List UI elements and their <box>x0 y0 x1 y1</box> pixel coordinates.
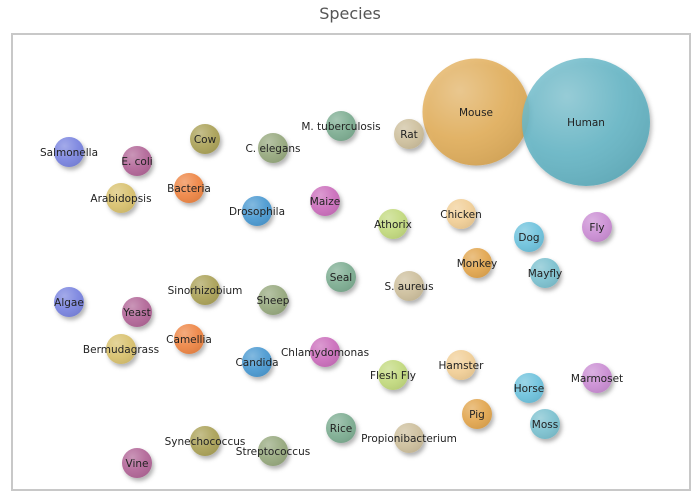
bubble-label: Algae <box>54 297 84 309</box>
bubble-label: Streptococcus <box>236 446 310 458</box>
bubble-rat[interactable]: Rat <box>394 119 424 149</box>
bubble-label: Drosophila <box>229 206 285 218</box>
bubble-label: Candida <box>235 357 278 369</box>
bubble-label: Salmonella <box>40 147 98 159</box>
bubble-label: M. tuberculosis <box>301 121 380 133</box>
bubble-athorix[interactable]: Athorix <box>374 209 412 239</box>
bubble-c-elegans[interactable]: C. elegans <box>245 133 301 163</box>
bubble-label: Fly <box>589 222 604 234</box>
bubble-hamster[interactable]: Hamster <box>439 350 485 380</box>
bubble-pig[interactable]: Pig <box>462 399 492 429</box>
bubble-rice[interactable]: Rice <box>326 413 356 443</box>
bubble-bermudagrass[interactable]: Bermudagrass <box>83 334 159 364</box>
bubble-label: S. aureus <box>384 281 433 293</box>
chart-title: Species <box>319 4 381 23</box>
bubble-label: Rice <box>330 423 352 435</box>
bubble-label: Bacteria <box>167 183 211 195</box>
bubble-marmoset[interactable]: Marmoset <box>571 363 623 393</box>
bubble-label: Moss <box>532 419 558 431</box>
bubble-arabidopsis[interactable]: Arabidopsis <box>90 183 152 213</box>
bubble-monkey[interactable]: Monkey <box>457 248 498 278</box>
bubble-label: Athorix <box>374 219 412 231</box>
bubble-flesh-fly[interactable]: Flesh Fly <box>370 360 416 390</box>
bubble-label: Flesh Fly <box>370 370 416 382</box>
bubble-vine[interactable]: Vine <box>122 448 152 478</box>
bubble-salmonella[interactable]: Salmonella <box>40 137 98 167</box>
bubble-sinorhizobium[interactable]: Sinorhizobium <box>168 275 243 305</box>
bubble-bacteria[interactable]: Bacteria <box>167 173 211 203</box>
bubble-streptococcus[interactable]: Streptococcus <box>236 436 310 466</box>
bubble-label: Sheep <box>257 295 290 307</box>
bubble-label: Arabidopsis <box>90 193 151 205</box>
bubble-label: Rat <box>400 129 418 141</box>
bubble-label: E. coli <box>121 156 152 168</box>
bubble-chicken[interactable]: Chicken <box>440 199 482 229</box>
bubble-s-aureus[interactable]: S. aureus <box>384 271 434 301</box>
bubble-drosophila[interactable]: Drosophila <box>229 196 285 226</box>
bubble-label: Chlamydomonas <box>281 347 369 359</box>
bubble-dog[interactable]: Dog <box>514 222 544 252</box>
bubble-seal[interactable]: Seal <box>326 262 356 292</box>
bubble-propionibacterium[interactable]: Propionibacterium <box>361 423 457 453</box>
bubble-m-tuberculosis[interactable]: M. tuberculosis <box>301 111 381 141</box>
bubble-label: Yeast <box>122 307 151 319</box>
bubble-label: Seal <box>330 272 352 284</box>
bubble-yeast[interactable]: Yeast <box>122 297 152 327</box>
bubble-label: Marmoset <box>571 373 623 385</box>
bubble-label: Propionibacterium <box>361 433 457 445</box>
bubble-candida[interactable]: Candida <box>235 347 279 377</box>
bubble-label: Maize <box>310 196 340 208</box>
bubble-label: Pig <box>469 409 485 421</box>
bubble-label: Horse <box>514 383 545 395</box>
bubble-camellia[interactable]: Camellia <box>166 324 212 354</box>
bubble-label: Monkey <box>457 258 498 270</box>
bubble-horse[interactable]: Horse <box>514 373 545 403</box>
bubble-maize[interactable]: Maize <box>310 186 340 216</box>
bubble-label: Chicken <box>440 209 482 221</box>
bubble-e-coli[interactable]: E. coli <box>121 146 153 176</box>
bubble-cow[interactable]: Cow <box>190 124 220 154</box>
bubble-chlamydomonas[interactable]: Chlamydomonas <box>281 337 369 367</box>
bubble-label: Hamster <box>439 360 485 372</box>
bubble-label: Camellia <box>166 334 212 346</box>
bubble-label: Synechococcus <box>165 436 246 448</box>
bubble-label: Vine <box>126 458 149 470</box>
bubble-label: C. elegans <box>245 143 300 155</box>
bubble-mouse[interactable]: Mouse <box>422 58 530 166</box>
bubble-label: Sinorhizobium <box>168 285 243 297</box>
bubble-label: Mouse <box>459 107 493 119</box>
bubble-sheep[interactable]: Sheep <box>257 285 290 315</box>
bubble-synechococcus[interactable]: Synechococcus <box>165 426 246 456</box>
bubble-label: Mayfly <box>528 268 563 280</box>
bubble-moss[interactable]: Moss <box>530 409 560 439</box>
bubble-label: Human <box>567 117 605 129</box>
bubble-label: Bermudagrass <box>83 344 159 356</box>
bubble-algae[interactable]: Algae <box>54 287 84 317</box>
bubble-human[interactable]: Human <box>522 58 650 186</box>
bubble-label: Dog <box>518 232 539 244</box>
bubble-mayfly[interactable]: Mayfly <box>528 258 563 288</box>
bubble-fly[interactable]: Fly <box>582 212 612 242</box>
bubble-label: Cow <box>194 134 217 146</box>
